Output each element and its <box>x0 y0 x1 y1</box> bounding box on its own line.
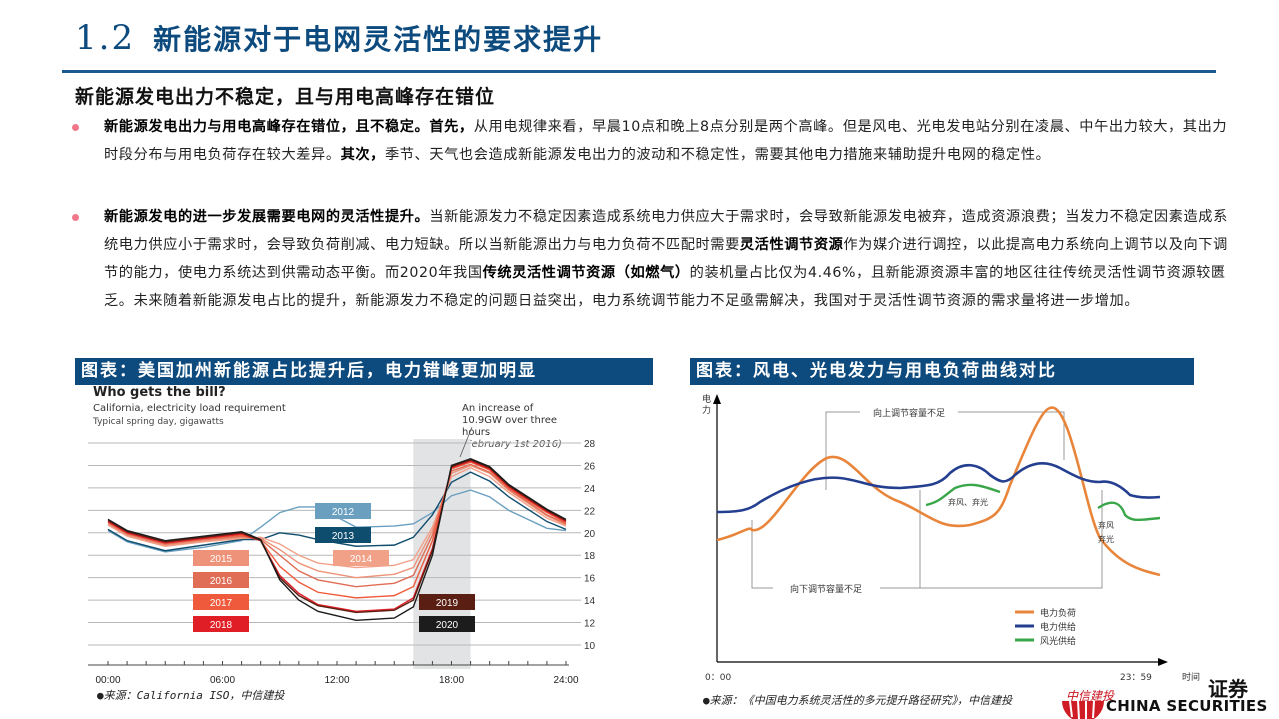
figure-left-caption: 图表：美国加州新能源占比提升后，电力错峰更加明显 <box>75 358 653 385</box>
chart-title: Who gets the bill? <box>93 385 226 400</box>
svg-text:电力负荷: 电力负荷 <box>1040 607 1076 619</box>
logo-emblem-icon <box>1062 700 1104 719</box>
svg-text:2015: 2015 <box>210 554 233 565</box>
svg-text:2017: 2017 <box>210 598 233 609</box>
bullet-2-bold-1: 新能源发电的进一步发展需要电网的灵活性提升。 <box>104 209 430 225</box>
svg-text:10: 10 <box>584 641 596 652</box>
logo-en: CHINA SECURITIES <box>1106 697 1268 715</box>
bullet-2-text-3: 的装机量占比仅为4.46%，且新能源资源丰富的地区往往传统灵活性调节资源较匮乏。… <box>104 265 1226 309</box>
svg-text:28: 28 <box>584 439 596 450</box>
svg-text:22: 22 <box>584 506 596 517</box>
svg-text:2020: 2020 <box>436 620 459 631</box>
svg-text:向下调节容量不足: 向下调节容量不足 <box>790 583 862 595</box>
svg-text:弃光: 弃光 <box>1098 534 1114 544</box>
svg-text:06:00: 06:00 <box>210 675 235 686</box>
logo-cn-suffix: 证券 <box>1208 677 1248 701</box>
svg-text:2013: 2013 <box>332 531 355 542</box>
svg-text:12:00: 12:00 <box>324 675 349 686</box>
svg-text:0：00: 0：00 <box>705 673 731 683</box>
svg-text:2012: 2012 <box>332 507 355 518</box>
bullet-dot-icon <box>72 124 79 131</box>
svg-text:电: 电 <box>702 393 711 405</box>
svg-text:弃风、弃光: 弃风、弃光 <box>948 497 988 507</box>
title-divider <box>62 70 1216 73</box>
bullet-1-bold-1: 新能源发电出力与用电高峰存在错位，且不稳定。首先， <box>104 119 474 135</box>
svg-text:23：59: 23：59 <box>1120 673 1152 683</box>
svg-text:24: 24 <box>584 484 596 495</box>
svg-text:18: 18 <box>584 551 596 562</box>
figure-left-source: ●来源：California ISO，中信建投 <box>97 689 285 702</box>
svg-text:2018: 2018 <box>210 620 233 631</box>
svg-text:力: 力 <box>702 404 711 416</box>
svg-text:26: 26 <box>584 461 596 472</box>
svg-text:时间: 时间 <box>1182 671 1200 683</box>
logo-cn-brand: 中信建投 <box>1066 689 1115 703</box>
bullet-paragraph-2: 新能源发电的进一步发展需要电网的灵活性提升。当新能源发力不稳定因素造成系统电力供… <box>72 203 1234 315</box>
section-number: 1.2 <box>75 18 136 58</box>
svg-text:向上调节容量不足: 向上调节容量不足 <box>873 407 945 419</box>
svg-text:16: 16 <box>584 574 596 585</box>
chart-subtitle: California, electricity load requirement <box>93 403 286 414</box>
section-title: 新能源对于电网灵活性的要求提升 <box>153 23 604 56</box>
figure-right-caption: 图表：风电、光电发力与用电负荷曲线对比 <box>690 358 1194 385</box>
bullet-2-bold-3: 传统灵活性调节资源（如燃气） <box>482 265 690 281</box>
bullet-1-text-2: 季节、天气也会造成新能源发电出力的波动和不稳定性，需要其他电力措施来辅助提升电网… <box>384 147 1051 163</box>
svg-text:00:00: 00:00 <box>95 675 120 686</box>
bullet-paragraph-1: 新能源发电出力与用电高峰存在错位，且不稳定。首先，从用电规律来看，早晨10点和晚… <box>72 113 1234 169</box>
chart-annotation: An increase of 10.9GW over three hours (… <box>462 403 562 450</box>
svg-text:2014: 2014 <box>350 554 373 565</box>
svg-text:风光供给: 风光供给 <box>1040 635 1076 647</box>
svg-text:20: 20 <box>584 529 596 540</box>
bullet-2-bold-2: 灵活性调节资源 <box>739 237 844 253</box>
slide-subtitle: 新能源发电出力不稳定，且与用电高峰存在错位 <box>75 86 496 108</box>
load-supply-chart: 电力 0：00 23：59 时间 向上调节容量不足向下调节容量不足 弃风、弃光弃风弃光电力… <box>700 390 1210 690</box>
figure-right-source: ●来源：《中国电力系统灵活性的多元提升路径研究》，中信建投 <box>703 694 1013 707</box>
svg-text:24:00: 24:00 <box>553 675 578 686</box>
svg-text:弃风: 弃风 <box>1098 520 1114 530</box>
bullet-2-text-1: 当新能源发力不稳定因素造成系统电力供应大于需求时，会导致新能源发电被弃，造成资源… <box>104 209 1228 253</box>
svg-text:12: 12 <box>584 619 596 630</box>
bullet-2-text-2: 作为媒介进行调控，以此提高电力系统向上调节以及向下调节的能力，使电力系统达到供需… <box>104 237 1228 281</box>
svg-text:2016: 2016 <box>210 576 233 587</box>
svg-text:18:00: 18:00 <box>439 675 464 686</box>
california-load-chart: Who gets the bill? California, electrici… <box>88 385 608 690</box>
chart-subtitle-2: Typical spring day, gigawatts <box>93 417 224 427</box>
svg-text:2019: 2019 <box>436 598 459 609</box>
bullet-dot-icon <box>72 214 79 221</box>
page-title: 1.2 新能源对于电网灵活性的要求提升 <box>75 18 603 66</box>
bullet-1-text-1: 从用电规律来看，早晨10点和晚上8点分别是两个高峰。但是风电、光电发电站分别在凌… <box>104 119 1228 163</box>
california-load-plot: 10 12 14 16 18 20 22 24 26 28 00:00 06:00 12:00 18:00… <box>88 426 596 686</box>
svg-text:14: 14 <box>584 596 596 607</box>
bullet-1-bold-2: 其次， <box>340 147 385 163</box>
svg-text:电力供给: 电力供给 <box>1040 621 1076 633</box>
china-securities-logo: 中信建投 证券 CHINA SECURITIES <box>1058 673 1279 719</box>
